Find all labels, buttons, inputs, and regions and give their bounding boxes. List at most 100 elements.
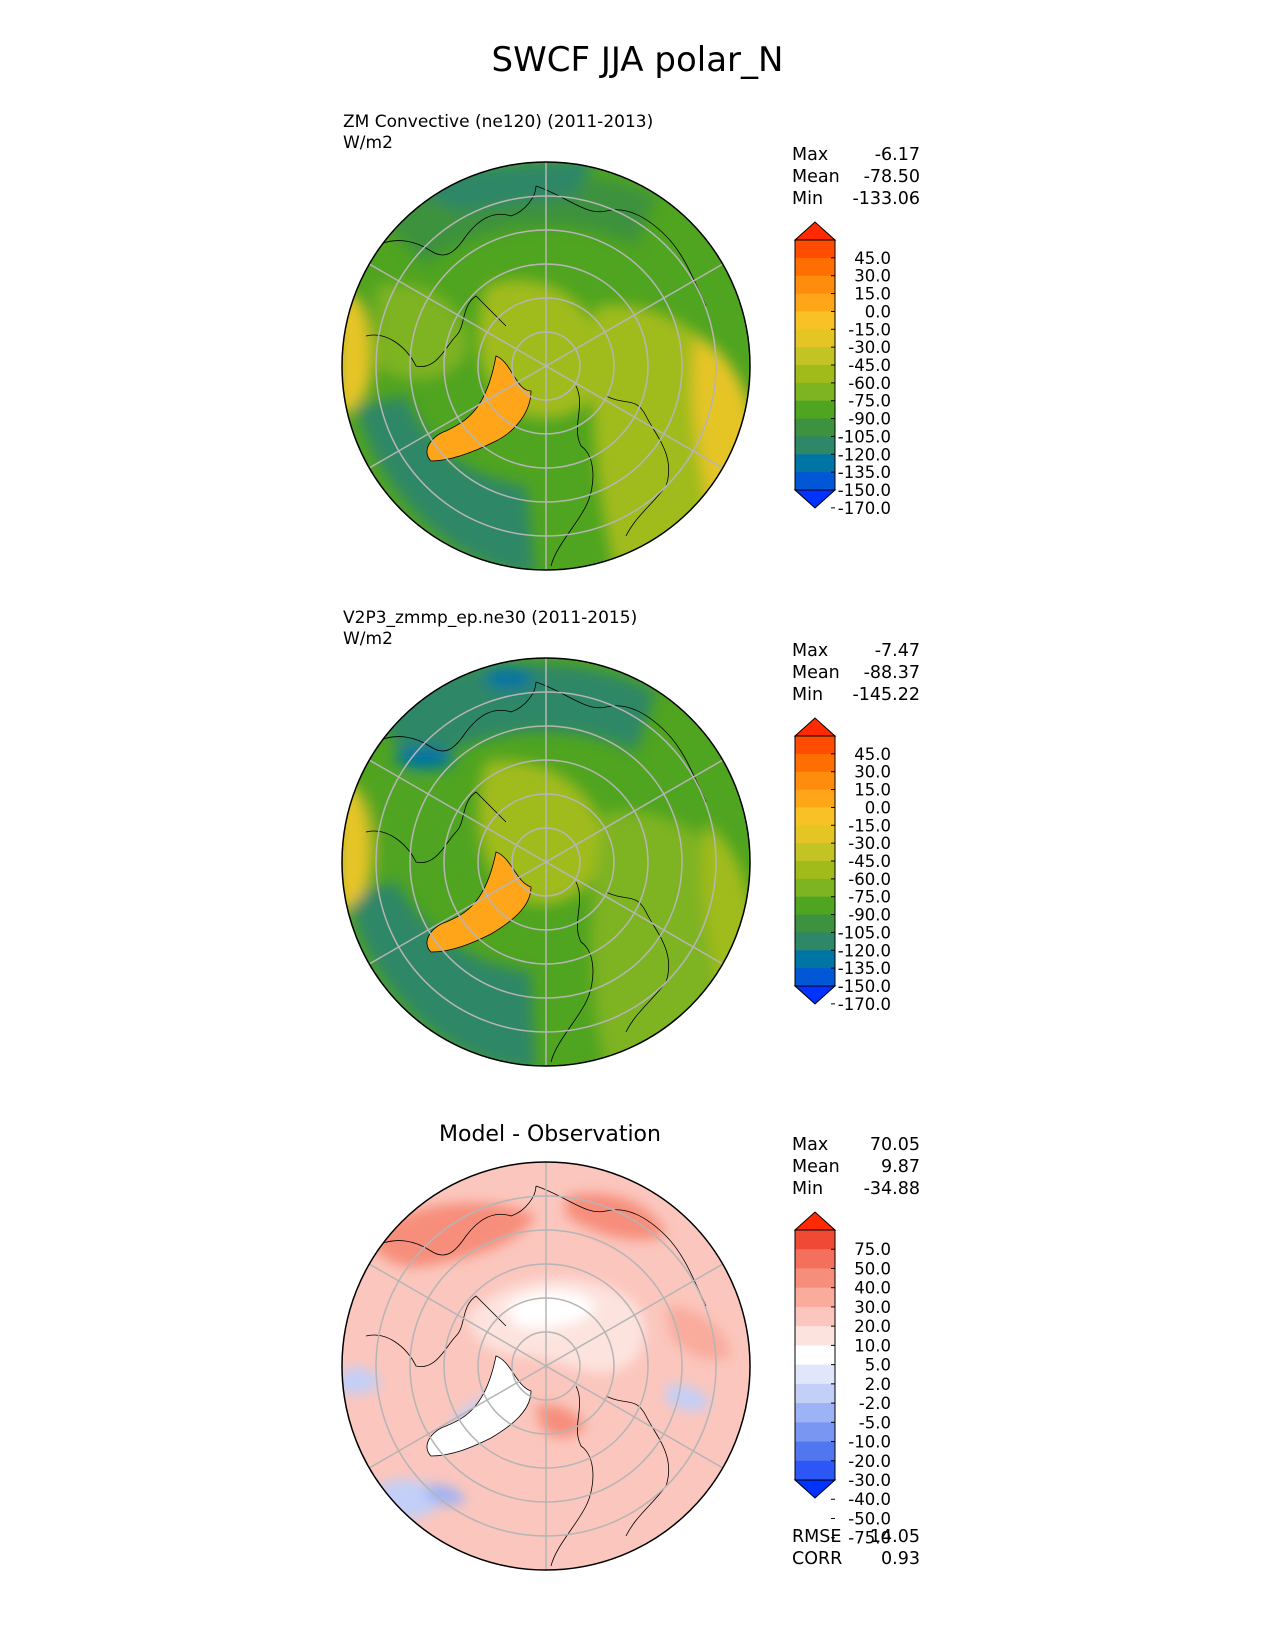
panel2-colorbar-tick-label: -45.0 [848, 852, 891, 871]
panel2-colorbar-tick-label: 45.0 [854, 745, 891, 764]
panel2-colorbar-tick-label: -75.0 [848, 888, 891, 907]
panel2-min-label: Min [792, 685, 824, 705]
panel1-colorbar-tick-label: 45.0 [854, 249, 891, 268]
panel2-coastline-europe [605, 891, 670, 1033]
panel3-colorbar-segment [795, 1249, 835, 1269]
panel3-colorbar-tick-label: 2.0 [865, 1375, 891, 1394]
panel1-colorbar-segment [795, 329, 835, 348]
panel3-colorbar-segment [795, 1230, 835, 1250]
panel1-colorbar-segment [795, 311, 835, 330]
panel1-min-label: Min [792, 189, 824, 209]
panel2-colorbar-segment [795, 878, 835, 898]
panel3-region-west-blue [342, 1367, 381, 1395]
panel2-coastline-alaska [375, 681, 537, 752]
panel1-colorbar-segment [795, 418, 835, 437]
panel3-colorbar-tick-label: -2.0 [859, 1394, 891, 1413]
panel3-colorbar-tick-label: -5.0 [859, 1413, 891, 1432]
panel1-colorbar-tick-label: -30.0 [848, 338, 891, 357]
panel1-colorbar-segment [795, 240, 835, 259]
panel1-graticule [363, 162, 729, 570]
panel3-colorbar-segment [795, 1422, 835, 1443]
panel1-colorbar-tick-label: 30.0 [854, 267, 891, 286]
panel2-stats: Max -7.47 Mean -88.37 Min -145.22 [792, 640, 920, 706]
panel1-colorbar-tick-label: 15.0 [854, 285, 891, 304]
panel1-region-atlantic [356, 396, 536, 570]
panel3-coastline-canada [365, 1295, 507, 1367]
panel3-colorbar-segment [795, 1403, 835, 1423]
panel1-colorbar-tick-label: -75.0 [848, 392, 891, 411]
panel1-colorbar-segment [795, 436, 835, 455]
panel1-colorbar: 45.030.015.00.0-15.0-30.0-45.0-60.0-75.0… [793, 221, 891, 518]
panel1-colorbar-segment [795, 365, 835, 384]
panel2-title: V2P3_zmmp_ep.ne30 (2011-2015) [343, 608, 638, 628]
panel3-max-label: Max [792, 1135, 829, 1155]
panel1-colorbar-tick-label: -120.0 [838, 445, 891, 464]
panel2-coastline-canada [365, 791, 507, 863]
panel3-coastline-scandinavia [550, 1385, 594, 1567]
panel3-colorbar: 75.050.040.030.020.010.05.02.0-2.0-5.0-1… [793, 1211, 891, 1548]
panel1-min-value: -133.06 [852, 189, 920, 209]
panel2-map-border [341, 657, 751, 1067]
panel2-colorbar-tick-label: 0.0 [865, 798, 891, 817]
panel3-colorbar-tick-label: 75.0 [854, 1240, 891, 1259]
panel3-mean-label: Mean [792, 1157, 840, 1177]
panel1-stats: Max -6.17 Mean -78.50 Min -133.06 [792, 144, 920, 210]
panel3-coastline-europe [605, 1395, 670, 1537]
panel3-colorbar-segment [795, 1383, 835, 1404]
panel3-mean-value: 9.87 [881, 1157, 920, 1177]
panel3-metrics: RMSE 14.05 CORR 0.93 [792, 1526, 920, 1570]
panel3-colorbar-segment [795, 1287, 835, 1308]
panel1-colorbar-tick-label: -45.0 [848, 356, 891, 375]
panel1-colorbar-segment [795, 293, 835, 312]
panel2-region-atlantic [346, 882, 536, 1066]
panel3-colorbar-tick-label: -10.0 [848, 1433, 891, 1452]
panel3-colorbar-tick-label: 5.0 [865, 1356, 891, 1375]
panel1-label: ZM Convective (ne120) (2011-2013) W/m2 [343, 112, 653, 154]
panel1-colorbar-tick-label: -135.0 [838, 463, 891, 482]
panel2-colorbar-tick-label: -150.0 [838, 977, 891, 996]
panel1-coastline-alaska [375, 185, 537, 256]
panel1-colorbar-tick-label: -15.0 [848, 320, 891, 339]
panel3-stats: Max 70.05 Mean 9.87 Min -34.88 [792, 1134, 920, 1200]
panel2-region-pacific-blue [396, 746, 456, 770]
panel1-mean-value: -78.50 [863, 167, 920, 187]
panel3-map-border [341, 1161, 751, 1571]
panel2-colorbar-segment [795, 843, 835, 862]
panel3-colorbar-tick-label: 10.0 [854, 1336, 891, 1355]
panel3-corr-label: CORR [792, 1549, 843, 1569]
panel1-colorbar-segment [795, 257, 835, 277]
panel1-map [341, 161, 751, 571]
panel2-colorbar-segment [795, 736, 835, 755]
panel3-region-north-red [366, 1202, 536, 1267]
panel1-colorbar-segment [795, 400, 835, 420]
panel2-colorbar-tick-label: -90.0 [848, 906, 891, 925]
panel1-mean-label: Mean [792, 167, 840, 187]
panel2-colorbar-tick-label: -30.0 [848, 834, 891, 853]
panel1-coastline-canada [365, 295, 507, 367]
panel1-title: ZM Convective (ne120) (2011-2013) [343, 112, 654, 132]
panel1-max-label: Max [792, 145, 829, 165]
panel3-min-value: -34.88 [863, 1179, 920, 1199]
panel1-colorbar-tick-label: -105.0 [838, 427, 891, 446]
panel2-colorbar-tick-label: -170.0 [838, 995, 891, 1014]
panel3-colorbar-segment [795, 1364, 835, 1385]
panel3-region-northeast-red [566, 1193, 666, 1240]
panel2-colorbar-segment [795, 914, 835, 933]
panel1-max-value: -6.17 [874, 145, 920, 165]
panel1-coastline-scandinavia [550, 385, 594, 567]
panel3-colorbar-tick-label: 40.0 [854, 1279, 891, 1298]
panel3-colorbar-bottom-arrow [793, 1479, 837, 1499]
panel1-colorbar-tick-label: -150.0 [838, 481, 891, 500]
panel3-rmse-value: 14.05 [869, 1527, 920, 1547]
panel1-coastline-europe [605, 395, 670, 537]
panel2-max-label: Max [792, 641, 829, 661]
panel1-colorbar-segment [795, 454, 835, 473]
panel3-min-label: Min [792, 1179, 824, 1199]
panel1-colorbar-segment [795, 382, 835, 402]
panel1-colorbar-tick-label: -170.0 [838, 499, 891, 518]
panel3-colorbar-tick-label: -50.0 [848, 1509, 891, 1528]
panel3-colorbar-segment [795, 1345, 835, 1366]
panel2-colorbar: 45.030.015.00.0-15.0-30.0-45.0-60.0-75.0… [793, 717, 891, 1014]
panel3-colorbar-segment [795, 1326, 835, 1346]
panel2-max-value: -7.47 [874, 641, 920, 661]
